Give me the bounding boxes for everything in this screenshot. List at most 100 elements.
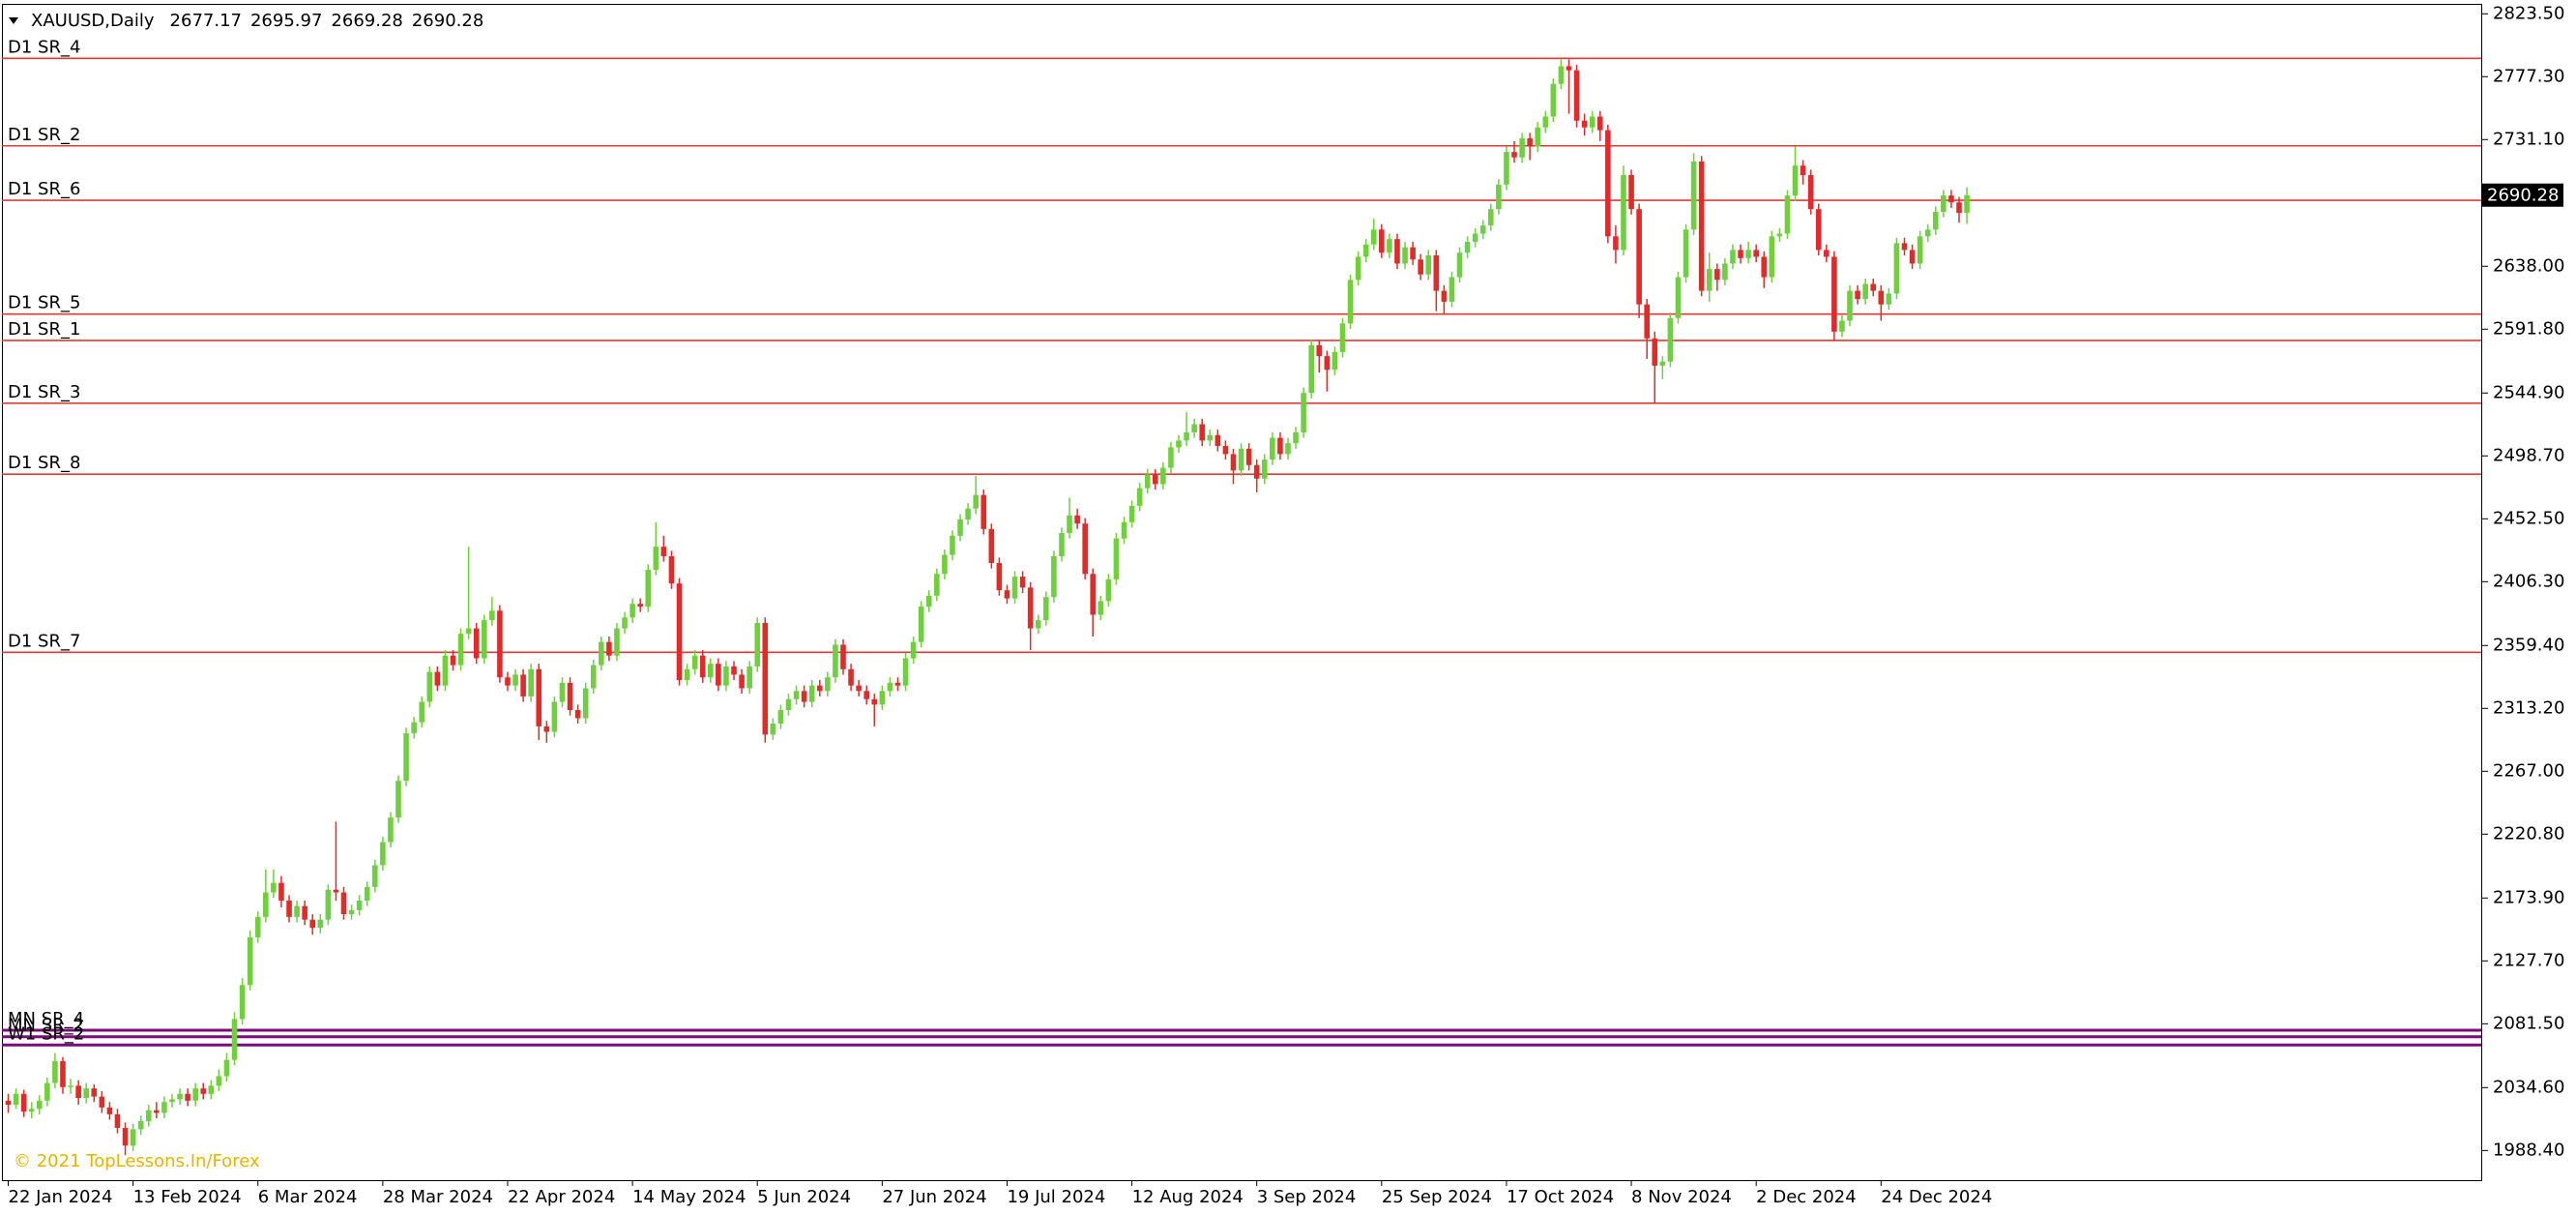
candle-body [1621,175,1626,251]
candle-body [1043,597,1049,621]
level-label: D1 SR_8 [8,453,80,473]
candle-body [1215,434,1221,447]
candle-body [388,817,394,843]
level-label: MN SR_2 [8,1016,84,1036]
ohlc-value: 2669.28 [331,11,402,31]
candle-body [622,617,628,629]
candle-body [1901,243,1908,251]
candle-body [1839,320,1845,332]
candle-body [1332,351,1338,370]
candle-body [1776,233,1783,237]
candle-body [614,628,620,656]
level-label: D1 SR_3 [8,382,80,402]
candle-body [1105,578,1112,602]
candle-body [1394,239,1400,264]
y-tick-label: 2823.50 [2493,3,2564,23]
candle-body [1339,323,1346,352]
candle-body [317,919,324,929]
candle-body [99,1096,105,1108]
candle-body [1479,225,1486,234]
candle-body [44,1082,50,1101]
candle-body [950,535,955,555]
y-tick-label: 2544.90 [2493,382,2564,402]
candle-body [419,701,425,723]
candle-body [309,919,316,929]
candle-body [1425,255,1432,275]
candle-body [1573,70,1580,121]
candle-body [1362,244,1369,257]
candle-body [1698,161,1705,291]
candle-body [1098,601,1104,615]
candle-body [1800,165,1806,176]
candle-body [1379,229,1385,253]
candle-body [660,547,667,556]
x-tick-label: 22 Jan 2024 [9,1187,113,1207]
candle-body [1964,194,1970,214]
candle-body [145,1110,152,1121]
candle-body [223,1059,230,1077]
y-tick-label: 2452.50 [2493,508,2564,528]
candle-body [1441,290,1448,302]
candle-body [1191,424,1197,432]
candle-body [1449,277,1455,302]
candle-body [1535,127,1541,147]
candle-body [137,1120,144,1130]
watermark: © 2021 TopLessons.In/Forex [14,1151,260,1171]
candle-body [637,604,643,608]
candle-body [1824,250,1830,257]
ohlc-value: 2695.97 [250,11,322,31]
candle-body [1270,437,1275,460]
candle-body [75,1085,81,1099]
candle-body [231,1019,238,1060]
candle-body [1628,175,1634,210]
candle-body [200,1088,207,1094]
candle-body [1683,229,1689,278]
candle-body [1207,434,1214,441]
candle-body [1706,269,1712,291]
candle-body [1316,344,1323,357]
candle-body [520,674,526,696]
candle-body [1308,344,1314,394]
candle-body [1504,152,1509,185]
candle-body [1324,356,1331,370]
candle-body [1136,488,1143,506]
x-tick-label: 27 Jun 2024 [882,1187,986,1207]
level-label: MN SR_4 [8,1009,84,1029]
candle-body [1596,116,1603,131]
x-tick-label: 24 Dec 2024 [1881,1187,1992,1207]
candle-body [20,1093,27,1112]
x-tick-label: 13 Feb 2024 [133,1187,242,1207]
candle-body [192,1088,198,1101]
level-label: D1 SR_1 [8,319,80,340]
candle-body [1410,247,1416,260]
candle-body [1566,66,1572,71]
x-tick-label: 6 Mar 2024 [258,1187,358,1207]
candle-body [1558,66,1565,84]
candle-body [325,889,332,920]
candle-body [1855,290,1860,300]
candle-body [106,1107,113,1114]
collapse-arrow [9,17,18,24]
candle-body [489,610,495,621]
candle-body [1128,505,1135,522]
candle-body [777,709,784,725]
candle-body [1527,138,1533,147]
candle-body [1948,195,1954,203]
candle-body [161,1102,167,1113]
candle-body [1222,446,1229,455]
candle-body [879,691,886,705]
y-tick-label: 2359.40 [2493,635,2564,655]
candle-body [1285,443,1291,455]
candle-body [887,682,893,692]
x-tick-label: 17 Oct 2024 [1507,1187,1614,1207]
x-tick-label: 2 Dec 2024 [1756,1187,1857,1207]
candle-body [1301,393,1306,432]
candle-body [543,726,550,732]
candle-body [1059,533,1065,556]
candle-body [965,508,971,520]
candle-body [1690,161,1697,230]
candle-body [1941,195,1947,213]
candle-body [1277,437,1283,455]
